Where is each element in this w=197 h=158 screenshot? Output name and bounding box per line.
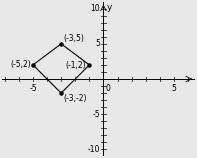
Text: (-3,5): (-3,5) [63,34,84,43]
Text: x: x [196,68,197,77]
Text: -10: -10 [87,145,100,154]
Text: 10: 10 [90,4,100,13]
Text: y: y [107,3,112,12]
Text: 5: 5 [95,39,100,48]
Text: (-5,2): (-5,2) [11,60,32,69]
Text: 5: 5 [171,84,176,93]
Text: (-1,2): (-1,2) [65,61,86,70]
Text: -5: -5 [92,110,100,119]
Text: (-3,-2): (-3,-2) [63,94,87,103]
Text: 0: 0 [106,84,111,93]
Text: -5: -5 [29,84,37,93]
